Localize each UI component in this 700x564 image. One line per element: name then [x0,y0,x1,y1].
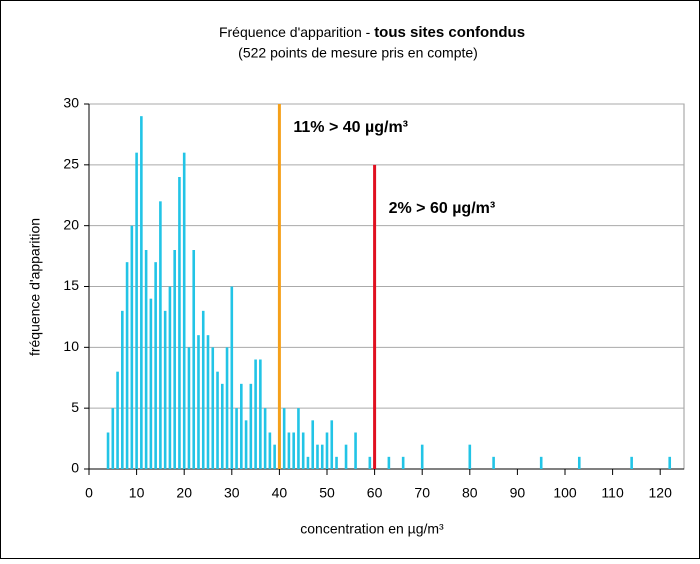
bar [197,335,200,469]
bar [121,310,124,469]
x-tick-label: 120 [649,485,673,501]
y-axis-label: fréquence d'apparition [27,218,43,356]
bar [630,456,633,469]
bar [206,335,210,469]
bar [539,456,543,469]
bar [306,456,310,469]
y-tick-label: 0 [71,460,79,476]
x-tick-label: 90 [510,485,526,501]
x-tick-label: 0 [85,485,93,501]
bar [111,408,115,469]
bar [201,310,205,469]
bar [178,177,181,469]
bar [168,286,172,469]
title-plain: Fréquence d'apparition - [219,24,374,40]
chart-title: Fréquence d'apparition - tous sites conf… [219,24,525,41]
bar [268,432,272,469]
x-tick-label: 40 [272,485,288,501]
bar [249,383,253,469]
bar [254,359,257,469]
bar [335,456,338,469]
bar [420,444,424,469]
bar [154,262,157,469]
bar [273,444,276,469]
bar [325,432,329,469]
y-tick-label: 20 [63,216,79,232]
x-tick-label: 30 [224,485,240,501]
y-tick-label: 15 [63,277,79,293]
bar [316,444,319,469]
bar [387,456,391,469]
bar [235,408,238,469]
y-tick-label: 30 [63,95,79,111]
y-tick-label: 5 [71,399,79,415]
bar [163,310,167,469]
annotation: 2% > 60 µg/m³ [389,200,496,217]
bar [668,456,672,469]
x-tick-label: 100 [553,485,577,501]
bar [211,347,215,469]
bar [220,383,224,469]
bar [149,298,153,469]
bar [225,347,229,469]
x-tick-label: 10 [129,485,145,501]
bar [216,371,219,469]
bar [468,444,472,469]
x-tick-label: 110 [601,485,624,501]
bar [192,250,196,469]
y-tick-label: 25 [63,156,79,172]
bar [492,456,495,469]
bar [368,456,372,469]
bar [130,225,134,469]
bar [354,432,357,469]
y-tick-label: 10 [63,338,79,354]
bar [287,432,291,469]
bar [140,116,143,470]
bar [182,152,186,469]
bar [282,408,286,469]
bar [320,444,324,469]
bar [106,432,110,469]
bar [230,286,234,469]
bar [187,347,191,469]
bar [297,408,300,469]
bar [240,383,243,469]
bar [125,262,129,469]
bar [159,201,162,470]
bar [135,152,138,469]
bar [344,444,348,469]
annotation: 11% > 40 µg/m³ [293,119,408,136]
bar [401,456,405,469]
bar [311,420,315,469]
bar [330,420,334,469]
bar [577,456,581,469]
x-tick-label: 80 [462,485,478,501]
bar [244,420,248,469]
subtitle: (522 points de mesure pris en compte) [238,45,478,61]
x-tick-label: 20 [176,485,192,501]
bar [173,250,176,469]
bar [263,408,267,469]
title-bold: tous sites confondus [374,24,525,41]
bar [116,371,119,469]
bar [292,432,295,469]
x-tick-label: 70 [414,485,430,501]
x-tick-label: 60 [367,485,383,501]
bar [301,432,305,469]
x-axis-label: concentration en µg/m³ [300,521,444,537]
bar [144,250,148,469]
x-tick-label: 50 [319,485,335,501]
bar [259,359,262,469]
